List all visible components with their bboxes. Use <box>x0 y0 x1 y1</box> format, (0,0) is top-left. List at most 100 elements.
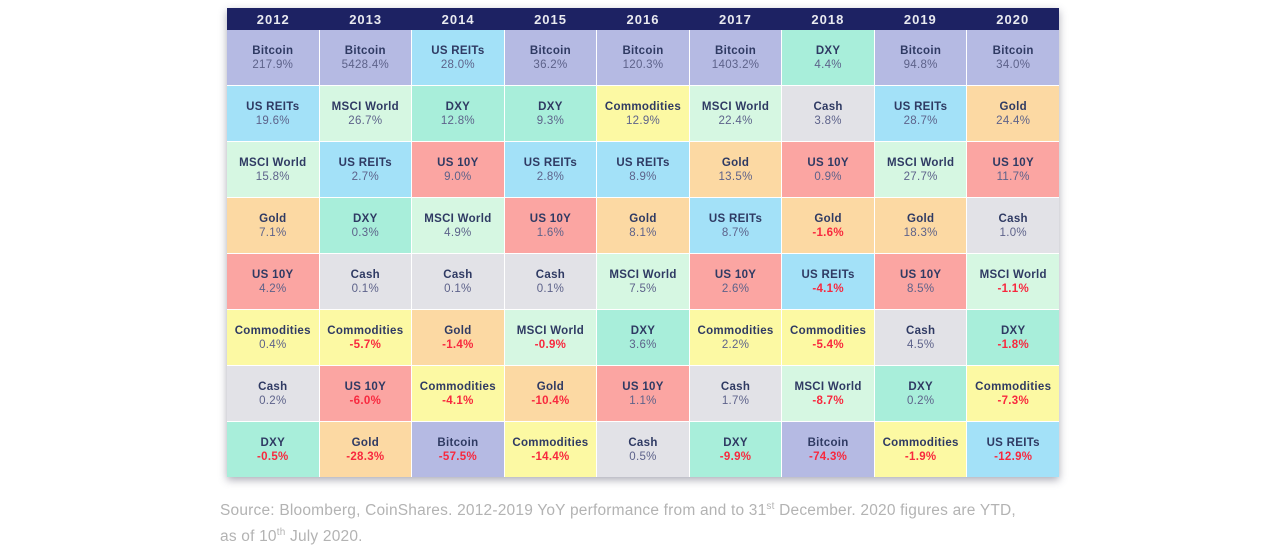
cell-2017-rank-6: Commodities 2.2% <box>689 310 782 365</box>
asset-label: Gold <box>999 100 1027 113</box>
asset-label: Bitcoin <box>252 44 294 57</box>
asset-label: Cash <box>443 268 473 281</box>
asset-label: US REITs <box>338 156 392 169</box>
asset-label: US 10Y <box>807 156 849 169</box>
asset-value: 26.7% <box>348 114 383 127</box>
asset-value: 12.9% <box>625 114 661 127</box>
asset-label: Cash <box>720 380 751 393</box>
asset-value: 217.9% <box>252 58 294 71</box>
asset-label: US 10Y <box>899 268 942 281</box>
asset-label: US 10Y <box>437 156 479 169</box>
asset-value: 4.4% <box>814 58 842 71</box>
asset-value: 1.0% <box>999 226 1027 239</box>
asset-label: Bitcoin <box>622 44 664 57</box>
asset-label: US 10Y <box>622 380 664 393</box>
asset-value: 8.1% <box>629 226 657 239</box>
asset-label: MSCI World <box>424 212 492 225</box>
asset-value: 94.8% <box>903 58 938 71</box>
asset-label: Bitcoin <box>807 436 849 449</box>
cell-2016-rank-5: MSCI World 7.5% <box>597 254 689 309</box>
asset-label: Commodities <box>882 436 959 449</box>
asset-label: DXY <box>815 44 841 57</box>
cell-2016-rank-2: Commodities 12.9% <box>597 86 689 141</box>
cell-2016-rank-6: DXY 3.6% <box>597 310 689 365</box>
asset-label: US 10Y <box>344 380 387 393</box>
asset-value: 2.2% <box>721 338 750 351</box>
asset-label: DXY <box>353 212 378 225</box>
asset-label: MSCI World <box>331 100 399 113</box>
asset-value: 7.5% <box>629 282 657 295</box>
asset-value: 0.1% <box>444 282 472 295</box>
asset-value: -6.0% <box>349 394 382 407</box>
cell-2019-rank-3: MSCI World 27.7% <box>874 142 967 197</box>
asset-value: 0.1% <box>536 282 565 295</box>
asset-value: 4.2% <box>259 282 287 295</box>
cell-2017-rank-7: Cash 1.7% <box>689 366 782 421</box>
cell-2013-rank-3: US REITs 2.7% <box>319 142 412 197</box>
asset-value: 9.3% <box>536 114 565 127</box>
cell-2019-rank-4: Gold 18.3% <box>874 198 967 253</box>
cell-2015-rank-2: DXY 9.3% <box>504 86 597 141</box>
cell-2013-rank-2: MSCI World 26.7% <box>319 86 412 141</box>
cell-2020-rank-1: Bitcoin 34.0% <box>967 30 1059 85</box>
cell-2019-rank-5: US 10Y 8.5% <box>874 254 967 309</box>
asset-label: Bitcoin <box>900 44 942 57</box>
cell-2015-rank-5: Cash 0.1% <box>504 254 597 309</box>
asset-value: 28.0% <box>440 58 475 71</box>
cell-2019-rank-2: US REITs 28.7% <box>874 86 967 141</box>
asset-value: 12.8% <box>440 114 475 127</box>
asset-value: -7.3% <box>997 394 1029 407</box>
asset-value: 7.1% <box>259 226 287 239</box>
asset-value: -4.1% <box>812 282 844 295</box>
year-header-2012: 2012 <box>256 11 290 27</box>
asset-label: DXY <box>1000 324 1026 337</box>
asset-value: 1403.2% <box>711 58 760 71</box>
asset-label: Gold <box>814 212 842 225</box>
returns-grid: Bitcoin 217.9% Bitcoin 5428.4% US REITs 28.0%… <box>227 30 1059 477</box>
asset-value: 0.3% <box>351 226 380 239</box>
year-header-2017: 2017 <box>718 11 752 27</box>
asset-value: -1.4% <box>442 338 474 351</box>
asset-value: -74.3% <box>808 450 848 463</box>
asset-value: -1.6% <box>812 226 844 239</box>
asset-value: 9.0% <box>444 170 472 183</box>
asset-label: DXY <box>260 436 286 449</box>
asset-label: Bitcoin <box>715 44 757 57</box>
cell-2014-rank-6: Gold -1.4% <box>412 310 504 365</box>
asset-value: 3.6% <box>629 338 657 351</box>
asset-label: DXY <box>630 324 656 337</box>
cell-2018-rank-4: Gold -1.6% <box>782 198 874 253</box>
asset-label: MSCI World <box>239 156 307 169</box>
cell-2012-rank-4: Gold 7.1% <box>227 198 319 253</box>
asset-value: -0.5% <box>257 450 289 463</box>
cell-2013-rank-7: US 10Y -6.0% <box>319 366 412 421</box>
cell-2014-rank-1: US REITs 28.0% <box>412 30 504 85</box>
cell-2018-rank-3: US 10Y 0.9% <box>782 142 874 197</box>
asset-label: US REITs <box>431 44 485 57</box>
asset-label: Bitcoin <box>344 44 386 57</box>
asset-label: Gold <box>259 212 287 225</box>
asset-label: MSCI World <box>794 380 862 393</box>
asset-value: -28.3% <box>346 450 385 463</box>
asset-label: Cash <box>905 324 936 337</box>
asset-value: 2.7% <box>351 170 380 183</box>
cell-2014-rank-2: DXY 12.8% <box>412 86 504 141</box>
asset-label: US 10Y <box>992 156 1034 169</box>
asset-value: 22.4% <box>718 114 753 127</box>
asset-value: 4.5% <box>906 338 935 351</box>
asset-label: Commodities <box>234 324 311 337</box>
asset-value: 2.8% <box>536 170 565 183</box>
asset-label: Gold <box>906 212 935 225</box>
cell-2020-rank-4: Cash 1.0% <box>967 198 1059 253</box>
cell-2016-rank-1: Bitcoin 120.3% <box>597 30 689 85</box>
asset-label: US 10Y <box>252 268 294 281</box>
asset-label: US REITs <box>616 156 670 169</box>
asset-value: -12.9% <box>994 450 1033 463</box>
cell-2018-rank-2: Cash 3.8% <box>782 86 874 141</box>
cell-2013-rank-1: Bitcoin 5428.4% <box>319 30 412 85</box>
asset-label: MSCI World <box>701 100 770 113</box>
cell-2013-rank-8: Gold -28.3% <box>319 422 412 477</box>
asset-value: -5.7% <box>349 338 382 351</box>
year-header-2014: 2014 <box>441 11 475 27</box>
cell-2012-rank-6: Commodities 0.4% <box>227 310 319 365</box>
